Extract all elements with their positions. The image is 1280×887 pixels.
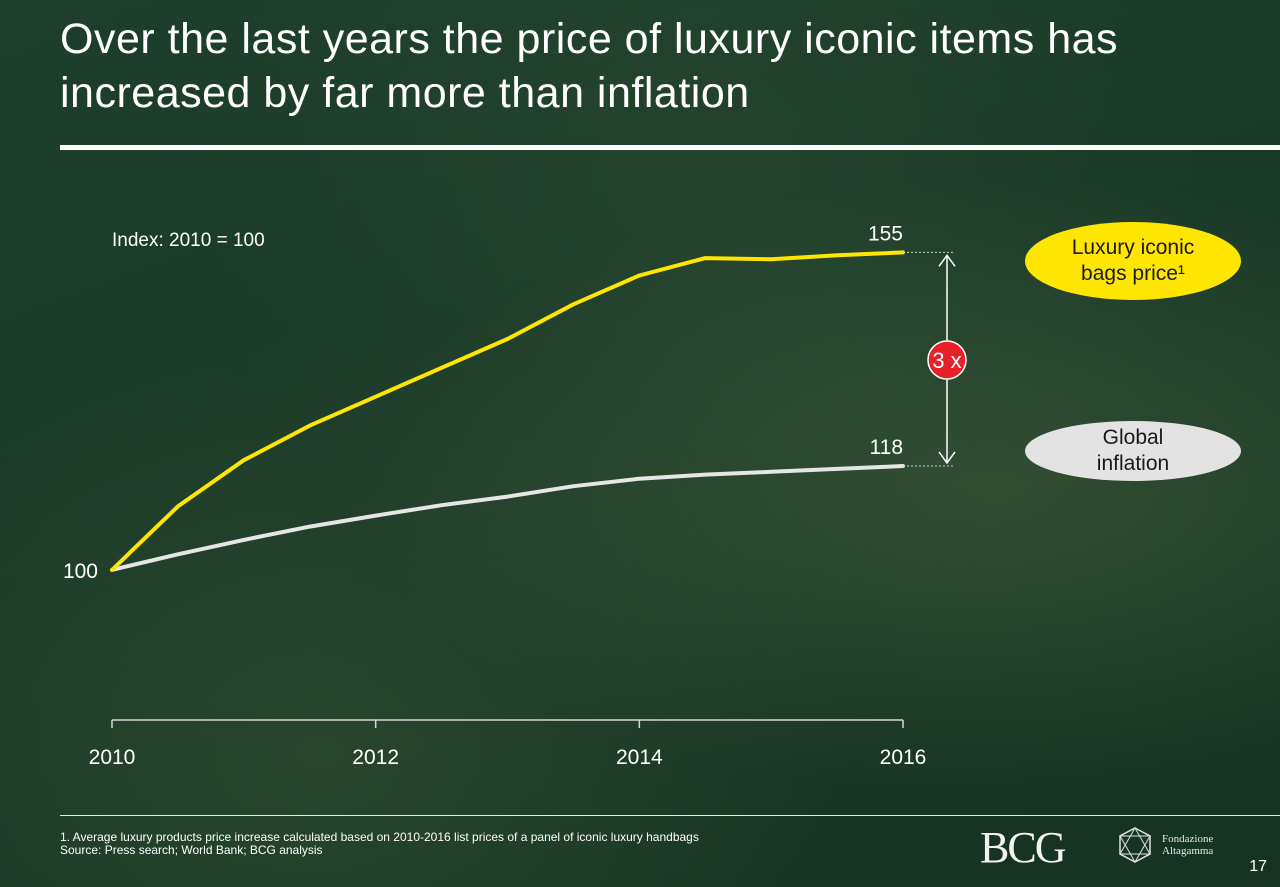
altagamma-text: Altagamma xyxy=(1162,845,1214,857)
altagamma-emblem-icon xyxy=(1119,826,1151,864)
legend-inflation-line2: inflation xyxy=(1096,452,1170,475)
x-tick-label: 2012 xyxy=(352,746,399,769)
fondazione-text: Fondazione xyxy=(1162,833,1214,845)
multiplier-label: 3 x xyxy=(932,348,961,373)
global-inflation-line xyxy=(110,464,905,572)
luxury-price-line xyxy=(110,250,905,572)
footnote: 1. Average luxury products price increas… xyxy=(60,831,699,857)
legend-global-inflation: Global inflation xyxy=(1025,421,1241,481)
legend-luxury-line1: Luxury iconic xyxy=(1071,236,1195,259)
index-label: Index: 2010 = 100 xyxy=(112,230,265,251)
source-line: Source: Press search; World Bank; BCG an… xyxy=(60,843,323,857)
x-tick-label: 2016 xyxy=(880,746,927,769)
inflation-end-value-label: 118 xyxy=(870,436,903,459)
x-tick-label: 2010 xyxy=(89,746,136,769)
legend-luxury-bags: Luxury iconic bags price¹ xyxy=(1025,222,1241,300)
slide-title: Over the last years the price of luxury … xyxy=(60,15,1119,117)
bcg-logo: BCG xyxy=(980,823,1066,872)
start-value-label: 100 xyxy=(63,560,98,583)
luxury-end-value-label: 155 xyxy=(868,222,903,245)
page-number: 17 xyxy=(1249,858,1267,875)
arrow-head-down-icon xyxy=(938,451,956,465)
legend-luxury-line2: bags price¹ xyxy=(1081,262,1185,285)
title-divider xyxy=(60,145,1280,150)
multiplier-badge xyxy=(927,340,967,380)
footer-divider xyxy=(60,815,1280,816)
legend-inflation-line1: Global xyxy=(1102,426,1164,449)
footnote-line: 1. Average luxury products price increas… xyxy=(60,830,699,844)
arrow-head-up-icon xyxy=(938,254,956,267)
fondazione-altagamma-logo: Fondazione Altagamma xyxy=(1116,826,1213,864)
x-tick-label: 2014 xyxy=(616,746,663,769)
